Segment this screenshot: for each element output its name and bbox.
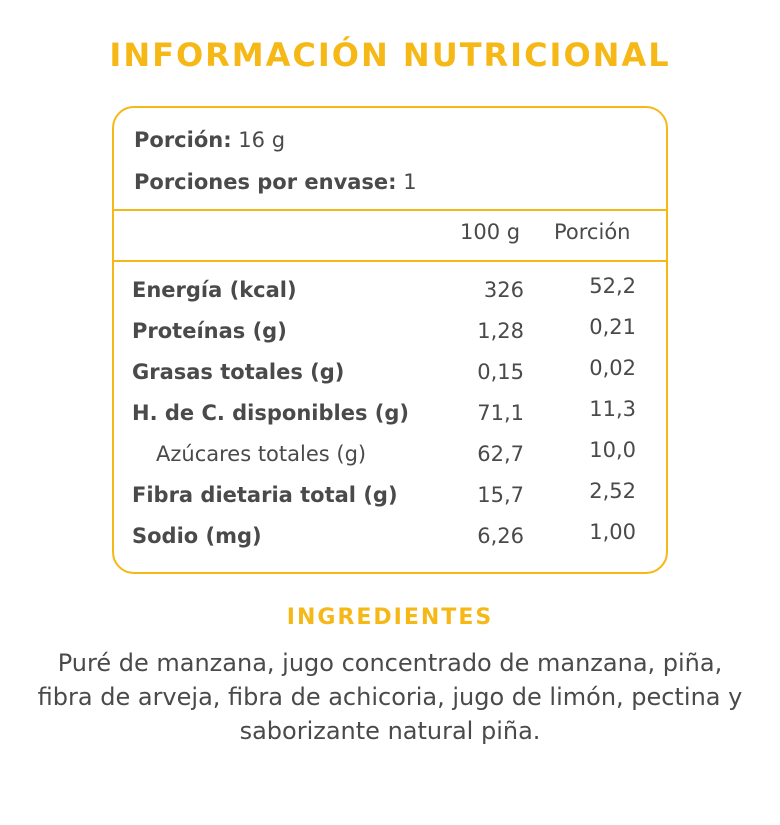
divider <box>114 209 666 211</box>
nutrition-facts-panel: Porción: 16 g Porciones por envase: 1 10… <box>112 106 668 574</box>
row-label: H. de C. disponibles (g) <box>132 401 409 425</box>
servings-per-container-value: 1 <box>403 170 417 194</box>
row-label: Fibra dietaria total (g) <box>132 483 398 507</box>
divider <box>114 260 666 262</box>
value-per-portion: 11,3 <box>589 397 636 421</box>
table-row-protein: Proteínas (g) 1,28 0,21 <box>114 315 666 359</box>
column-header-portion: Porción <box>554 220 631 244</box>
table-row-fat: Grasas totales (g) 0,15 0,02 <box>114 356 666 400</box>
ingredients-text: Puré de manzana, jugo concentrado de man… <box>37 649 743 745</box>
ingredients-title: INGREDIENTES <box>286 605 494 630</box>
value-per-100g: 62,7 <box>477 442 524 466</box>
serving-size: Porción: 16 g <box>134 128 285 152</box>
value-per-portion: 0,21 <box>589 315 636 339</box>
servings-per-container-label: Porciones por envase: <box>134 170 397 194</box>
value-per-portion: 0,02 <box>589 356 636 380</box>
value-per-100g: 1,28 <box>477 319 524 343</box>
column-header-100g: 100 g <box>460 220 521 244</box>
serving-size-value: 16 g <box>238 128 286 152</box>
value-per-100g: 326 <box>483 278 524 302</box>
table-row-fiber: Fibra dietaria total (g) 15,7 2,52 <box>114 479 666 523</box>
table-row-sodium: Sodio (mg) 6,26 1,00 <box>114 520 666 564</box>
row-label: Azúcares totales (g) <box>156 442 367 466</box>
row-label: Energía (kcal) <box>132 278 297 302</box>
value-per-100g: 15,7 <box>477 483 524 507</box>
value-per-portion: 1,00 <box>589 520 636 544</box>
row-label: Proteínas (g) <box>132 319 287 343</box>
servings-per-container: Porciones por envase: 1 <box>134 170 417 194</box>
table-row-energy: Energía (kcal) 326 52,2 <box>114 274 666 318</box>
value-per-portion: 2,52 <box>589 479 636 503</box>
table-row-carbs: H. de C. disponibles (g) 71,1 11,3 <box>114 397 666 441</box>
value-per-100g: 6,26 <box>477 524 524 548</box>
serving-size-label: Porción: <box>134 128 232 152</box>
value-per-100g: 71,1 <box>477 401 524 425</box>
page-title: INFORMACIÓN NUTRICIONAL <box>109 36 671 74</box>
row-label: Grasas totales (g) <box>132 360 345 384</box>
value-per-portion: 52,2 <box>589 274 636 298</box>
table-row-sugars: Azúcares totales (g) 62,7 10,0 <box>114 438 666 482</box>
value-per-portion: 10,0 <box>589 438 636 462</box>
value-per-100g: 0,15 <box>477 360 524 384</box>
row-label: Sodio (mg) <box>132 524 262 548</box>
